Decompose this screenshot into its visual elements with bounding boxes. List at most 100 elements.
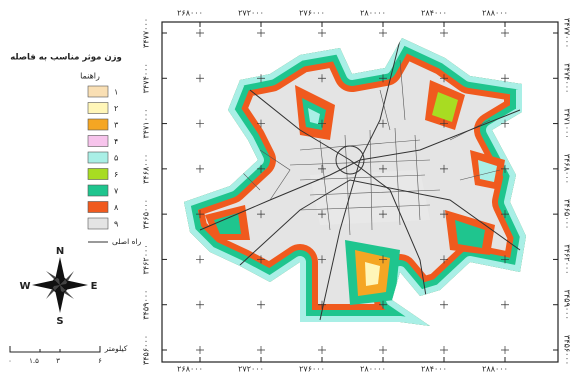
y-coord-label: ۳۴۷۴۰۰۰ [142, 63, 151, 93]
grid-cross [440, 29, 448, 37]
grid-cross [501, 119, 509, 128]
grid-cross [318, 164, 326, 173]
grid-cross [440, 164, 448, 173]
compass-south: S [56, 316, 63, 327]
y-coord-label: ۳۴۷۱۰۰۰ [142, 109, 151, 139]
scale-label: ۳ [56, 357, 60, 365]
grid-cross [379, 164, 387, 173]
legend-label: ۱ [114, 88, 118, 97]
grid-cross [196, 300, 204, 309]
legend-label: ۶ [114, 170, 118, 179]
x-coord-label: ۲۷۶۰۰۰ [299, 9, 325, 18]
grid-cross [257, 346, 265, 354]
grid-cross [257, 164, 265, 173]
legend-swatch [87, 151, 109, 164]
x-coord-label: ۲۸۴۰۰۰ [421, 365, 447, 374]
grid-cross [257, 210, 265, 219]
legend-swatch [87, 168, 109, 180]
grid-cross [196, 255, 204, 264]
grid-cross [318, 255, 326, 264]
scale-label: ۱.۵ [29, 357, 39, 365]
grid-cross [318, 29, 326, 37]
x-coord-label: ۲۷۲۰۰۰ [238, 365, 264, 374]
compass-east: E [91, 281, 98, 292]
y-coord-label: ۳۴۷۴۰۰۰ [563, 63, 572, 93]
grid-cross [379, 119, 387, 128]
grid-cross [196, 346, 204, 354]
y-coord-label: ۳۴۶۵۰۰۰ [563, 199, 572, 229]
grid-cross [257, 119, 265, 128]
legend-label: ۸ [114, 203, 119, 212]
grid-cross [318, 346, 326, 354]
grid-cross [440, 346, 448, 354]
y-coord-label: ۳۴۶۸۰۰۰ [563, 154, 572, 184]
grid-cross [379, 74, 387, 83]
scale-unit: کیلومتر [104, 344, 128, 353]
compass-north: N [56, 246, 64, 257]
scale-label: ۶ [98, 357, 102, 365]
legend-label: ۷ [114, 187, 119, 196]
grid-cross [196, 74, 204, 83]
grid-cross [318, 119, 326, 128]
grid-cross [501, 74, 509, 83]
grid-cross [501, 29, 509, 37]
y-coord-label: ۳۴۵۹۰۰۰ [563, 290, 572, 320]
y-coord-label: ۳۴۵۶۰۰۰ [142, 335, 151, 365]
grid-cross [196, 29, 204, 37]
north-arrow: N S E W [19, 246, 97, 327]
grid-cross [501, 164, 509, 173]
y-coord-label: ۳۴۷۷۰۰۰ [142, 18, 151, 48]
x-coord-label: ۲۶۸۰۰۰ [177, 365, 203, 374]
legend-label: ۹ [114, 220, 118, 229]
legend-swatch [87, 102, 109, 114]
coordinate-grid: ۲۶۸۰۰۰ ۲۶۸۰۰۰ ۲۷۲۰۰۰ ۲۷۲۰۰۰ ۲۷۶۰۰۰ ۲۷۶۰۰۰ ۲۸۰۰… [142, 9, 572, 374]
grid-cross [257, 74, 265, 83]
grid-cross [379, 210, 387, 219]
grid-cross [379, 300, 387, 309]
grid-cross [318, 74, 326, 83]
grid-cross [379, 29, 387, 37]
scale-label: ۰ [8, 357, 12, 365]
legend-swatch [87, 201, 109, 213]
legend-title: وزن موثر مناسب به فاصله [10, 53, 122, 63]
y-coord-label: ۳۴۶۲۰۰۰ [563, 244, 572, 274]
grid-cross [440, 300, 448, 309]
grid-cross [196, 164, 204, 173]
y-coord-label: ۳۴۷۷۰۰۰ [563, 18, 572, 48]
grid-cross [196, 119, 204, 128]
legend-label: ۴ [114, 137, 118, 146]
y-coord-label: ۳۴۶۲۰۰۰ [142, 244, 151, 274]
compass-west: W [19, 281, 30, 292]
y-coord-label: ۳۴۶۵۰۰۰ [142, 199, 151, 229]
legend-swatch [87, 85, 109, 98]
x-coord-label: ۲۷۶۰۰۰ [299, 365, 325, 374]
x-coord-label: ۲۷۲۰۰۰ [238, 9, 264, 18]
legend-label: ۲ [114, 104, 118, 113]
x-coord-label: ۲۸۰۰۰۰ [360, 365, 386, 374]
x-coord-label: ۲۸۴۰۰۰ [421, 9, 447, 18]
legend-swatch [87, 135, 109, 147]
grid-cross [257, 300, 265, 309]
grid-cross [501, 210, 509, 219]
grid-cross [501, 300, 509, 309]
grid-cross [440, 210, 448, 219]
y-coord-label: ۳۴۶۸۰۰۰ [142, 154, 151, 184]
grid-cross [257, 29, 265, 37]
legend: ۱ ۲ ۳ ۴ ۵ ۶ ۷ ۸ ۹ [87, 85, 119, 230]
legend-subtitle: راهنما [80, 72, 100, 81]
x-coord-label: ۲۸۰۰۰۰ [360, 9, 386, 18]
road-label: راه اصلی [112, 237, 142, 246]
legend-swatch [87, 217, 109, 230]
grid-cross [379, 346, 387, 354]
y-coord-label: ۳۴۵۶۰۰۰ [563, 335, 572, 365]
x-coord-label: ۲۶۸۰۰۰ [177, 9, 203, 18]
scale-bar: کیلومتر ۰ ۱.۵ ۳ ۶ [8, 344, 128, 365]
grid-cross [440, 255, 448, 264]
grid-cross [318, 300, 326, 309]
legend-swatch [87, 118, 109, 131]
grid-cross [318, 210, 326, 219]
y-coord-label: ۳۴۷۱۰۰۰ [563, 109, 572, 139]
grid-cross [501, 346, 509, 354]
grid-cross [379, 255, 387, 264]
grid-cross [440, 119, 448, 128]
